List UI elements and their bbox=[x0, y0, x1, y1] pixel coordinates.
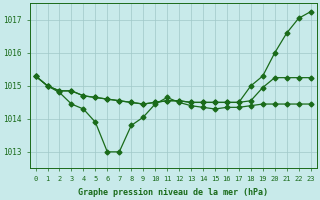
X-axis label: Graphe pression niveau de la mer (hPa): Graphe pression niveau de la mer (hPa) bbox=[78, 188, 268, 197]
